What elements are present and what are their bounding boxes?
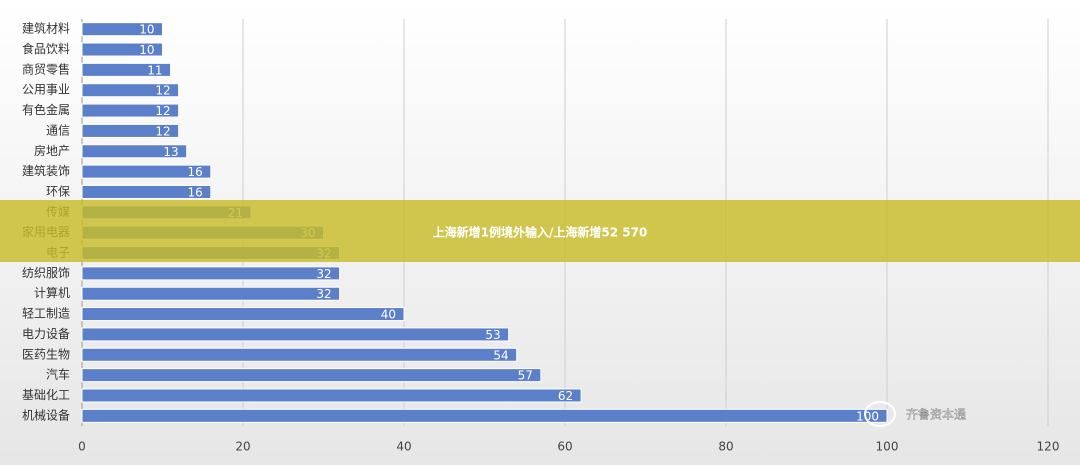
data-label: 10 [139, 23, 154, 37]
data-label: 13 [163, 145, 178, 159]
data-label: 40 [381, 308, 396, 322]
bar [81, 368, 542, 383]
y-tick-label: 电力设备 [22, 327, 70, 341]
x-tick-label: 60 [557, 440, 572, 454]
y-tick-label: 商贸零售 [22, 61, 70, 76]
bar [81, 286, 341, 301]
data-label: 53 [485, 328, 500, 342]
watermark: 齐鲁资本通 [906, 407, 966, 422]
y-tick-label: 通信 [46, 123, 70, 137]
y-tick-label: 机械设备 [22, 407, 70, 422]
data-label: 57 [518, 369, 533, 383]
y-tick-label: 食品饮料 [22, 41, 70, 56]
bar [81, 103, 180, 118]
data-label: 12 [155, 104, 170, 118]
y-tick-label: 基础化工 [22, 388, 70, 402]
data-label: 12 [155, 124, 170, 138]
x-tick-label: 20 [235, 440, 250, 454]
bar [81, 144, 188, 159]
watermark-icon [864, 401, 896, 427]
data-label: 32 [316, 287, 331, 301]
bar [81, 184, 212, 199]
x-tick-label: 40 [396, 440, 411, 454]
x-tick-label: 120 [1037, 440, 1060, 454]
data-label: 10 [139, 43, 154, 57]
y-tick-label: 公用事业 [22, 83, 70, 97]
bar [81, 83, 180, 98]
y-tick-label: 环保 [46, 184, 70, 198]
y-tick-label: 有色金属 [22, 102, 70, 117]
y-tick-label: 建筑装饰 [22, 163, 70, 178]
data-label: 62 [558, 389, 573, 403]
bar [81, 123, 180, 138]
y-tick-label: 计算机 [34, 285, 70, 300]
bar [81, 388, 582, 403]
bar [81, 164, 212, 179]
bar [81, 22, 163, 37]
bar [81, 62, 172, 77]
banner [0, 200, 1080, 262]
data-label: 12 [155, 84, 170, 98]
y-tick-label: 轻工制造 [22, 307, 70, 321]
banner-text: 上海新增1例境外输入/上海新增52 570 [433, 225, 648, 240]
x-tick-label: 80 [718, 440, 733, 454]
bar [81, 266, 341, 281]
data-label: 11 [147, 63, 162, 77]
y-tick-label: 医药生物 [22, 347, 70, 361]
data-label: 100 [856, 409, 879, 423]
data-label: 32 [316, 267, 331, 281]
data-label: 16 [188, 165, 203, 179]
bar [81, 347, 518, 362]
bar [81, 327, 510, 342]
y-tick-label: 汽车 [46, 367, 70, 382]
y-tick-label: 房地产 [34, 143, 70, 158]
x-tick-label: 0 [78, 440, 86, 454]
data-label: 16 [188, 185, 203, 199]
bar [81, 408, 888, 423]
bar [81, 42, 163, 57]
y-tick-label: 建筑材料 [22, 21, 70, 36]
y-tick-label: 纺织服饰 [22, 266, 70, 280]
data-label: 54 [493, 348, 508, 362]
bar [81, 307, 405, 322]
x-tick-label: 100 [876, 440, 899, 454]
